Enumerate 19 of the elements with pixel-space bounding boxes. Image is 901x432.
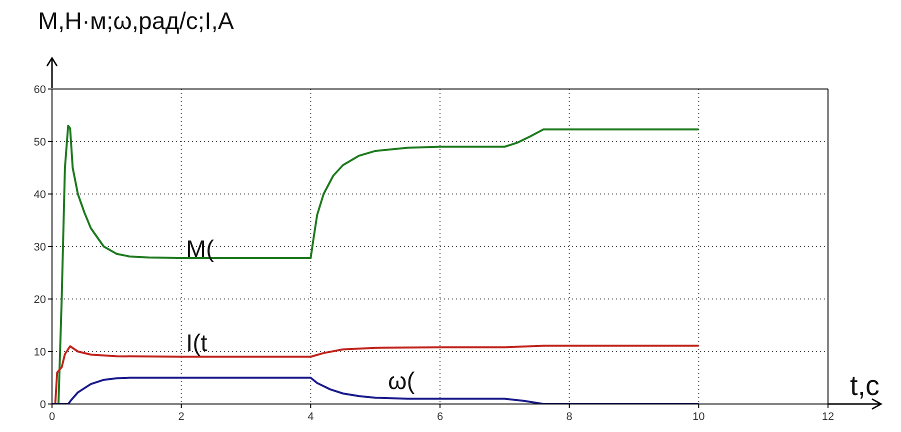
x-axis-title: t,c <box>850 370 880 402</box>
y-axis-title: M,Н·м;ω,рад/с;I,A <box>38 8 234 36</box>
y-tick-label: 10 <box>34 346 46 358</box>
y-tick-label: 60 <box>34 84 46 96</box>
annotation: ω( <box>388 368 415 396</box>
annotation: M( <box>186 236 214 264</box>
y-tick-label: 0 <box>40 398 46 411</box>
x-tick-label: 12 <box>822 410 834 423</box>
x-tick-label: 6 <box>436 410 444 423</box>
x-tick-label: 8 <box>566 410 572 423</box>
annotation: I(t <box>186 330 208 358</box>
x-tick-label: 10 <box>692 410 705 423</box>
y-tick-label: 30 <box>34 241 46 254</box>
y-tick-label: 20 <box>34 294 46 306</box>
y-tick-label: 50 <box>34 136 46 148</box>
x-tick-label: 0 <box>48 410 56 423</box>
y-tick-label: 40 <box>34 188 46 201</box>
x-tick-label: 4 <box>308 410 314 423</box>
x-tick-label: 2 <box>178 410 184 423</box>
